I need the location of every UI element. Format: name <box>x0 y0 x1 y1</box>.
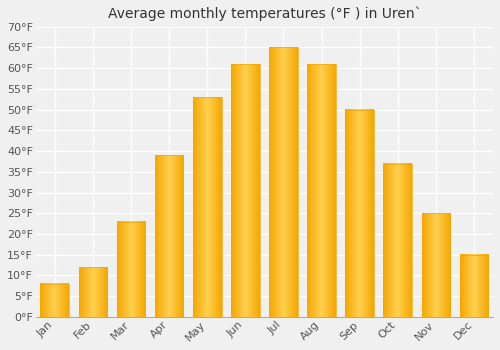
Bar <box>269 48 298 317</box>
Bar <box>155 155 184 317</box>
Bar <box>78 267 107 317</box>
Bar <box>116 222 146 317</box>
Bar <box>384 163 412 317</box>
Bar <box>346 110 374 317</box>
Bar <box>193 97 222 317</box>
Title: Average monthly temperatures (°F ) in Uren`: Average monthly temperatures (°F ) in Ur… <box>108 7 421 21</box>
Bar <box>460 255 488 317</box>
Bar <box>422 213 450 317</box>
Bar <box>40 284 69 317</box>
Bar <box>308 64 336 317</box>
Bar <box>231 64 260 317</box>
